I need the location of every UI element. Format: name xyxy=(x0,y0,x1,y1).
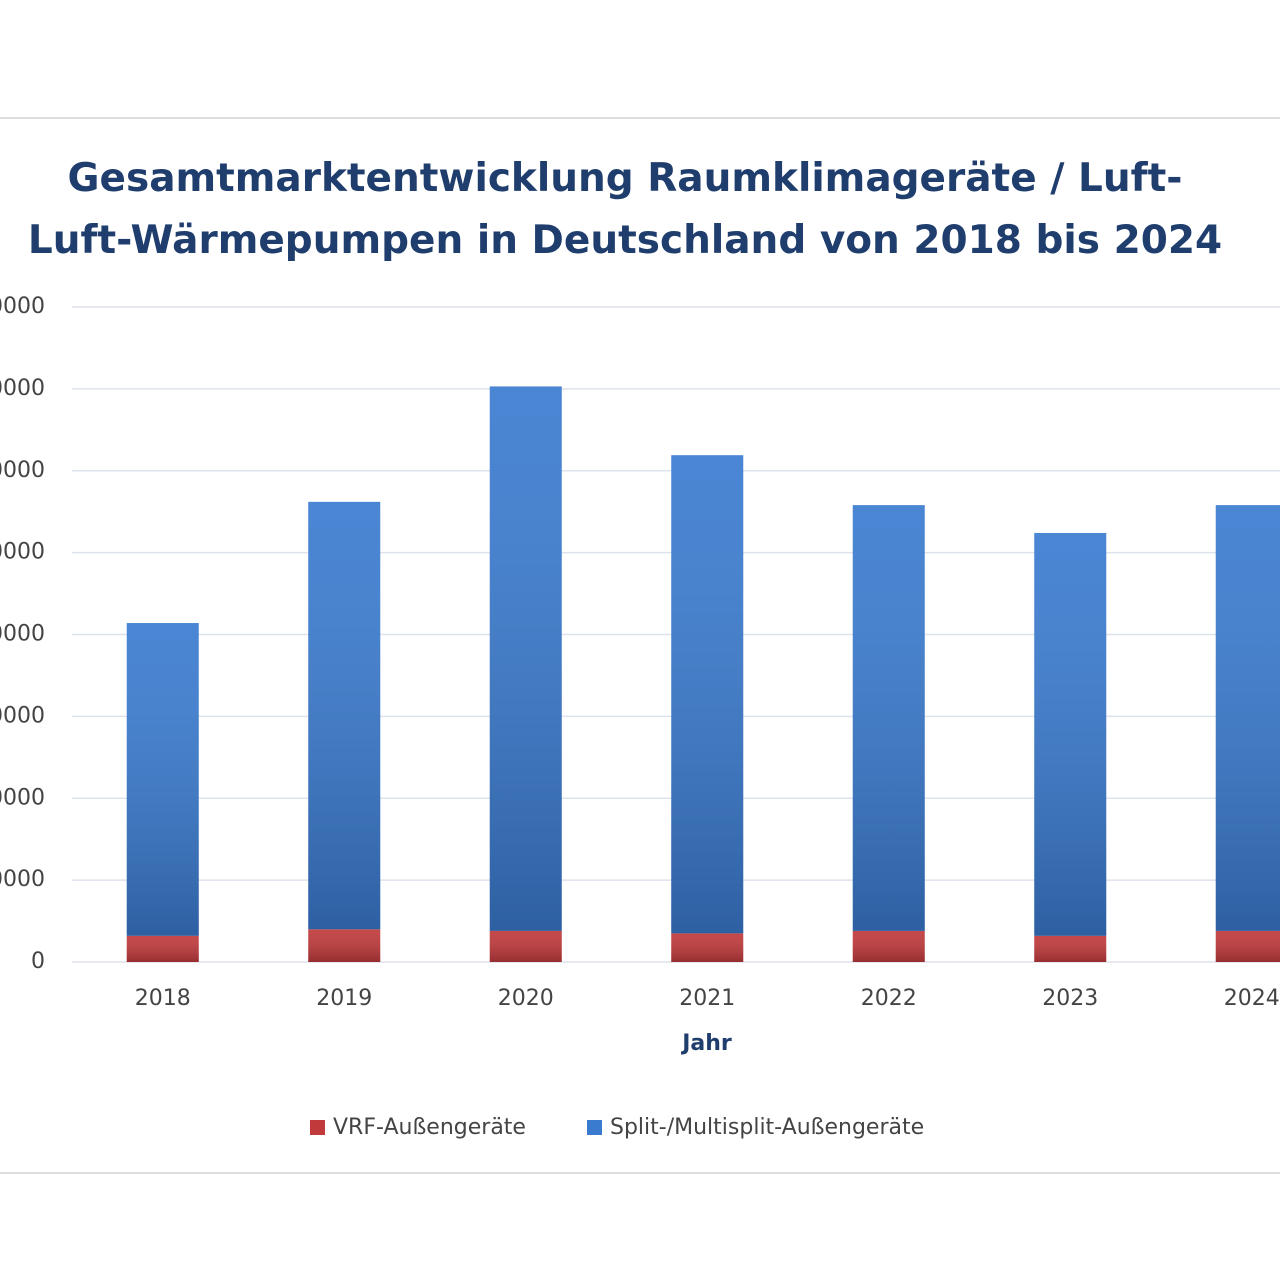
x-tick-label: 2022 xyxy=(861,986,917,1011)
y-tick-label: 800000 xyxy=(0,294,45,319)
bar-shade xyxy=(308,929,381,962)
y-tick-label: 500000 xyxy=(0,540,45,565)
y-tick-label: 700000 xyxy=(0,376,45,401)
bar-shade xyxy=(852,930,925,962)
bar-shade xyxy=(1215,505,1280,931)
x-tick-label: 2018 xyxy=(135,986,191,1011)
bar-shade xyxy=(671,455,744,934)
x-tick-label: 2024 xyxy=(1224,986,1280,1011)
bar-shade xyxy=(852,505,925,931)
chart-title: Gesamtmarktentwicklung Raumklimageräte /… xyxy=(27,156,1223,263)
bar-shade xyxy=(489,930,562,962)
bar-shade xyxy=(126,935,199,962)
legend-label: VRF-Außengeräte xyxy=(333,1115,526,1140)
legend-label: Split-/Multisplit-Außengeräte xyxy=(610,1115,924,1140)
bar-shade xyxy=(308,501,381,930)
bar-shade xyxy=(126,623,199,936)
y-tick-label: 400000 xyxy=(0,622,45,647)
bar-shade xyxy=(671,933,744,962)
x-tick-label: 2019 xyxy=(316,986,372,1011)
legend-swatch xyxy=(310,1120,325,1135)
legend-swatch xyxy=(587,1120,602,1135)
bar-shade xyxy=(1215,930,1280,962)
bar-shade xyxy=(489,386,562,931)
bar-shade xyxy=(1034,935,1107,962)
y-tick-label: 300000 xyxy=(0,703,45,728)
y-tick-label: 100000 xyxy=(0,867,45,892)
y-tick-label: 600000 xyxy=(0,458,45,483)
x-axis-label: Jahr xyxy=(680,1031,732,1056)
x-tick-label: 2023 xyxy=(1042,986,1098,1011)
bar-shade xyxy=(1034,532,1107,936)
y-tick-label: 200000 xyxy=(0,785,45,810)
y-tick-label: 0 xyxy=(31,949,45,974)
x-tick-label: 2021 xyxy=(679,986,735,1011)
x-tick-label: 2020 xyxy=(498,986,554,1011)
